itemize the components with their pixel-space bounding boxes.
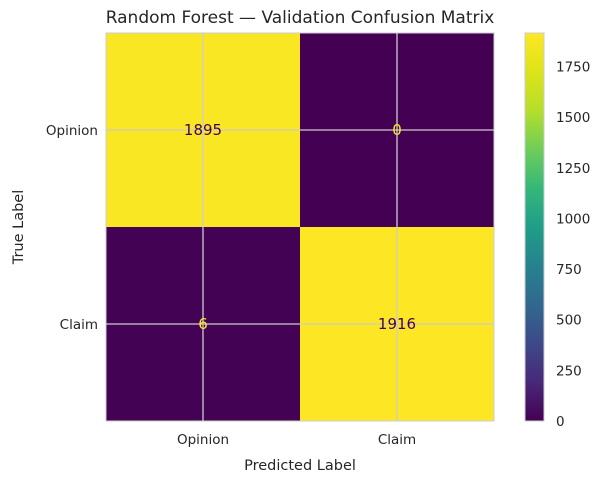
colorbar-tick-label: 0 — [556, 414, 565, 430]
colorbar-tick-label: 250 — [556, 363, 582, 379]
y-axis-label: True Label — [11, 190, 27, 266]
colorbar-ticks: 0 250 500 750 1000 1250 1500 1750 — [556, 60, 590, 430]
y-tick-label: Opinion — [46, 123, 98, 139]
chart-title: Random Forest — Validation Confusion Mat… — [106, 8, 495, 28]
colorbar-tick-label: 1500 — [556, 110, 590, 126]
cell-value-label: 1895 — [184, 121, 222, 139]
colorbar-tick-label: 750 — [556, 262, 582, 278]
heatmap-cells — [106, 33, 494, 421]
x-axis-label: Predicted Label — [244, 458, 356, 474]
plot-frame — [105, 32, 495, 422]
cell-value-label: 1916 — [378, 315, 416, 333]
cell-value-label: 6 — [198, 315, 208, 333]
x-tick-label: Claim — [378, 432, 416, 448]
y-axis-ticks: Opinion Claim — [46, 123, 98, 333]
y-tick-label: Claim — [60, 317, 98, 333]
gridlines — [106, 33, 494, 421]
cell-value-labels: 1895 0 6 1916 — [184, 121, 416, 333]
colorbar — [524, 32, 545, 422]
colorbar-tick-label: 500 — [556, 313, 582, 329]
cell-value-label: 0 — [392, 121, 402, 139]
colorbar-tick-label: 1000 — [556, 211, 590, 227]
x-axis-ticks: Opinion Claim — [177, 432, 416, 448]
colorbar-tick-label: 1250 — [556, 161, 590, 177]
x-tick-label: Opinion — [177, 432, 229, 448]
colorbar-tick-label: 1750 — [556, 60, 590, 76]
